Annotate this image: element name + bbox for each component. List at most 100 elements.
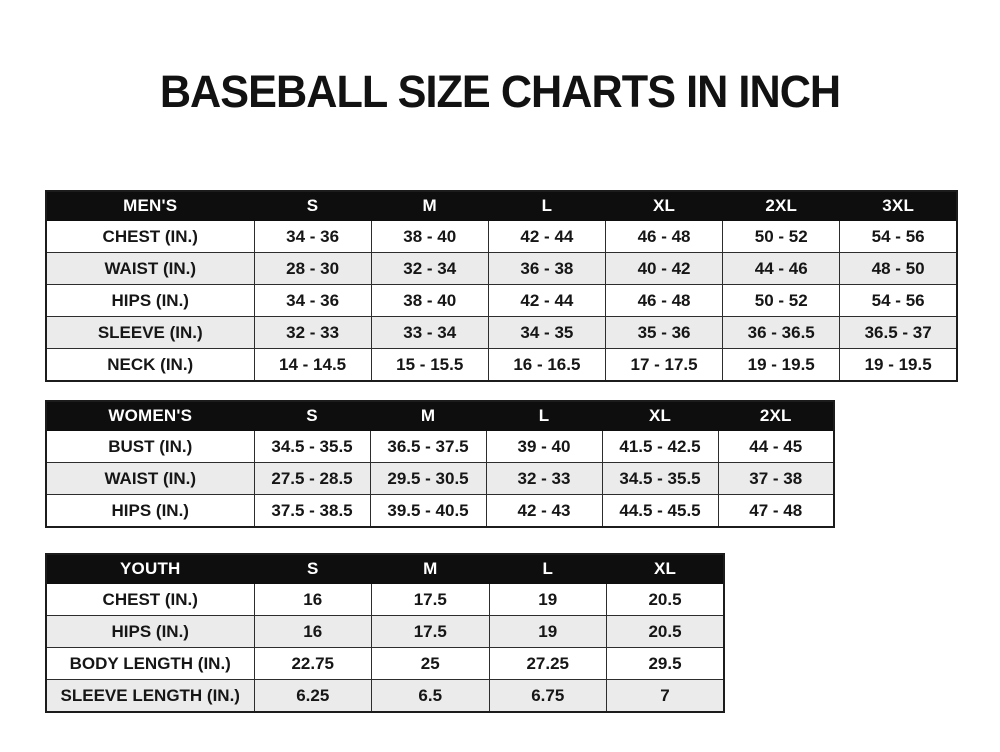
size-cell: 27.25 bbox=[488, 647, 607, 680]
size-cell: 6.25 bbox=[253, 679, 372, 713]
size-cell: 16 bbox=[253, 615, 372, 648]
row-label: HIPS (IN.) bbox=[45, 284, 255, 317]
column-header-xl: XL bbox=[604, 190, 724, 221]
size-cell: 25 bbox=[371, 647, 490, 680]
womens-header-row: WOMEN'S S M L XL 2XL bbox=[45, 400, 835, 431]
size-cell: 22.75 bbox=[253, 647, 372, 680]
size-cell: 38 - 40 bbox=[370, 220, 489, 253]
size-cell: 19 bbox=[488, 615, 607, 648]
size-cell: 46 - 48 bbox=[604, 284, 724, 317]
size-cell: 37.5 - 38.5 bbox=[253, 494, 371, 528]
womens-table-title: WOMEN'S bbox=[45, 400, 255, 431]
size-cell: 14 - 14.5 bbox=[253, 348, 372, 382]
table-row: SLEEVE (IN.) 32 - 33 33 - 34 34 - 35 35 - 36… bbox=[45, 316, 958, 349]
table-row: BUST (IN.) 34.5 - 35.5 36.5 - 37.5 39 - 40 4… bbox=[45, 430, 835, 463]
column-header-s: S bbox=[253, 400, 371, 431]
column-header-3xl: 3XL bbox=[839, 190, 958, 221]
size-cell: 34 - 36 bbox=[253, 284, 372, 317]
size-cell: 34.5 - 35.5 bbox=[601, 462, 719, 495]
size-cell: 33 - 34 bbox=[370, 316, 489, 349]
column-header-l: L bbox=[485, 400, 603, 431]
row-label: BODY LENGTH (IN.) bbox=[45, 647, 255, 680]
table-row: HIPS (IN.) 16 17.5 19 20.5 bbox=[45, 615, 725, 648]
size-cell: 37 - 38 bbox=[717, 462, 835, 495]
youth-size-table: YOUTH S M L XL CHEST (IN.) 16 17.5 19 20.5 HIPS (I… bbox=[45, 553, 725, 713]
size-cell: 7 bbox=[606, 679, 725, 713]
size-cell: 20.5 bbox=[606, 615, 725, 648]
size-cell: 38 - 40 bbox=[370, 284, 489, 317]
size-cell: 41.5 - 42.5 bbox=[601, 430, 719, 463]
size-cell: 46 - 48 bbox=[604, 220, 724, 253]
column-header-2xl: 2XL bbox=[722, 190, 841, 221]
size-cell: 17 - 17.5 bbox=[604, 348, 724, 382]
table-row: BODY LENGTH (IN.) 22.75 25 27.25 29.5 bbox=[45, 647, 725, 680]
column-header-l: L bbox=[487, 190, 606, 221]
size-cell: 32 - 33 bbox=[485, 462, 603, 495]
size-cell: 34 - 36 bbox=[253, 220, 372, 253]
size-cell: 48 - 50 bbox=[839, 252, 958, 285]
mens-table-title: MEN'S bbox=[45, 190, 255, 221]
size-cell: 32 - 33 bbox=[253, 316, 372, 349]
column-header-s: S bbox=[253, 553, 372, 584]
row-label: CHEST (IN.) bbox=[45, 583, 255, 616]
column-header-l: L bbox=[488, 553, 607, 584]
row-label: WAIST (IN.) bbox=[45, 252, 255, 285]
mens-size-table: MEN'S S M L XL 2XL 3XL CHEST (IN.) 34 - 36 38 - 4… bbox=[45, 190, 958, 382]
table-row: WAIST (IN.) 28 - 30 32 - 34 36 - 38 40 - 42 4… bbox=[45, 252, 958, 285]
size-cell: 17.5 bbox=[371, 583, 490, 616]
size-cell: 40 - 42 bbox=[604, 252, 724, 285]
size-cell: 34 - 35 bbox=[487, 316, 606, 349]
size-cell: 35 - 36 bbox=[604, 316, 724, 349]
size-cell: 36.5 - 37 bbox=[839, 316, 958, 349]
size-cell: 39.5 - 40.5 bbox=[369, 494, 487, 528]
size-cell: 16 bbox=[253, 583, 372, 616]
mens-table: MEN'S S M L XL 2XL 3XL CHEST (IN.) 34 - 36 38 - 4… bbox=[45, 190, 958, 382]
table-row: CHEST (IN.) 34 - 36 38 - 40 42 - 44 46 - 48 5… bbox=[45, 220, 958, 253]
column-header-2xl: 2XL bbox=[717, 400, 835, 431]
row-label: HIPS (IN.) bbox=[45, 494, 255, 528]
size-cell: 39 - 40 bbox=[485, 430, 603, 463]
column-header-xl: XL bbox=[606, 553, 725, 584]
size-cell: 6.5 bbox=[371, 679, 490, 713]
youth-header-row: YOUTH S M L XL bbox=[45, 553, 725, 584]
row-label: WAIST (IN.) bbox=[45, 462, 255, 495]
table-row: NECK (IN.) 14 - 14.5 15 - 15.5 16 - 16.5 17 … bbox=[45, 348, 958, 382]
size-cell: 42 - 44 bbox=[487, 220, 606, 253]
size-cell: 54 - 56 bbox=[839, 284, 958, 317]
size-cell: 36 - 38 bbox=[487, 252, 606, 285]
table-row: SLEEVE LENGTH (IN.) 6.25 6.5 6.75 7 bbox=[45, 679, 725, 713]
size-cell: 36 - 36.5 bbox=[722, 316, 841, 349]
size-cell: 36.5 - 37.5 bbox=[369, 430, 487, 463]
table-row: CHEST (IN.) 16 17.5 19 20.5 bbox=[45, 583, 725, 616]
table-row: WAIST (IN.) 27.5 - 28.5 29.5 - 30.5 32 - 33… bbox=[45, 462, 835, 495]
row-label: SLEEVE (IN.) bbox=[45, 316, 255, 349]
size-cell: 47 - 48 bbox=[717, 494, 835, 528]
size-cell: 15 - 15.5 bbox=[370, 348, 489, 382]
size-cell: 42 - 44 bbox=[487, 284, 606, 317]
size-cell: 50 - 52 bbox=[722, 220, 841, 253]
row-label: SLEEVE LENGTH (IN.) bbox=[45, 679, 255, 713]
column-header-m: M bbox=[371, 553, 490, 584]
column-header-s: S bbox=[253, 190, 372, 221]
size-cell: 28 - 30 bbox=[253, 252, 372, 285]
column-header-m: M bbox=[369, 400, 487, 431]
size-cell: 42 - 43 bbox=[485, 494, 603, 528]
size-cell: 54 - 56 bbox=[839, 220, 958, 253]
size-cell: 44 - 45 bbox=[717, 430, 835, 463]
row-label: NECK (IN.) bbox=[45, 348, 255, 382]
row-label: HIPS (IN.) bbox=[45, 615, 255, 648]
youth-table-title: YOUTH bbox=[45, 553, 255, 584]
size-cell: 29.5 - 30.5 bbox=[369, 462, 487, 495]
size-cell: 44 - 46 bbox=[722, 252, 841, 285]
size-cell: 6.75 bbox=[488, 679, 607, 713]
column-header-m: M bbox=[370, 190, 489, 221]
size-cell: 27.5 - 28.5 bbox=[253, 462, 371, 495]
size-cell: 34.5 - 35.5 bbox=[253, 430, 371, 463]
size-cell: 32 - 34 bbox=[370, 252, 489, 285]
size-cell: 16 - 16.5 bbox=[487, 348, 606, 382]
size-cell: 19 - 19.5 bbox=[722, 348, 841, 382]
size-cell: 50 - 52 bbox=[722, 284, 841, 317]
size-cell: 19 - 19.5 bbox=[839, 348, 958, 382]
womens-size-table: WOMEN'S S M L XL 2XL BUST (IN.) 34.5 - 35.5 36.5… bbox=[45, 400, 835, 528]
table-row: HIPS (IN.) 37.5 - 38.5 39.5 - 40.5 42 - 43 4… bbox=[45, 494, 835, 528]
